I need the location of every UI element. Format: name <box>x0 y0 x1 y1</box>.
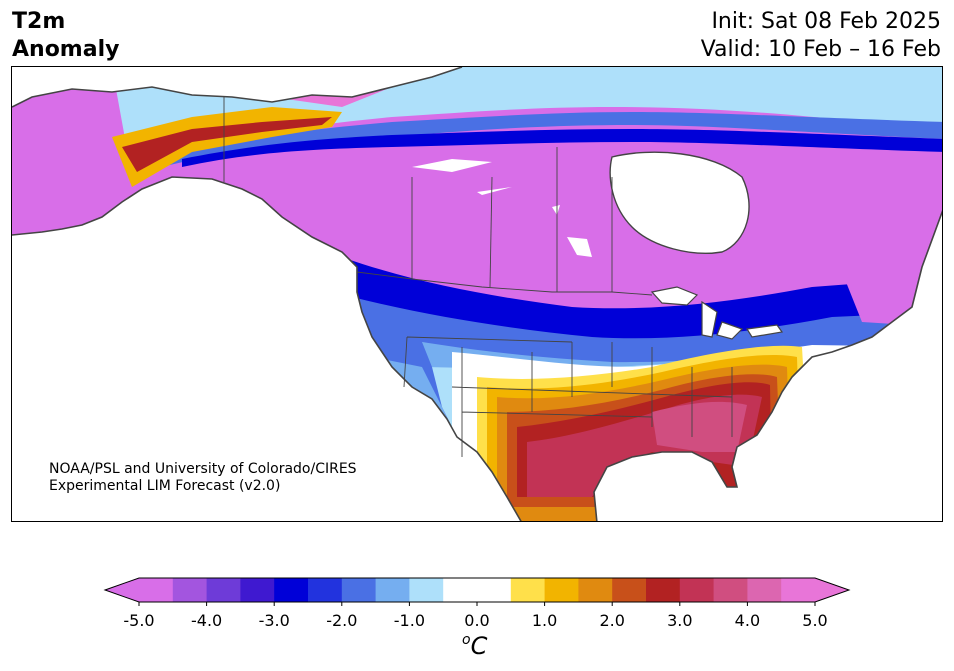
hudson-bay <box>609 151 750 254</box>
colorbar: -5.0 -4.0 -3.0 -2.0 -1.0 0.0 1.0 2.0 3.0 4.0 5.0 <box>103 577 851 630</box>
credit-line-1: NOAA/PSL and University of Colorado/CIRE… <box>49 461 357 477</box>
credit-line-2: Experimental LIM Forecast (v2.0) <box>49 478 281 494</box>
colorbar-over-arrow <box>815 578 849 602</box>
colorbar-segment <box>341 578 377 602</box>
colorbar-segment <box>544 578 579 602</box>
unit-prefix: o <box>462 632 471 648</box>
colorbar-segments <box>139 578 816 602</box>
political-borders <box>223 97 733 457</box>
colorbar-segment <box>747 578 782 602</box>
colorbar-tick-label: 0.0 <box>464 611 489 630</box>
valid-range: Valid: 10 Feb – 16 Feb <box>700 37 941 62</box>
colorbar-tick-label: 4.0 <box>735 611 760 630</box>
colorbar-segment <box>240 578 275 602</box>
band-cool-north <box>162 112 942 167</box>
colorbar-unit: oC <box>462 632 487 660</box>
great-lakes <box>650 286 784 340</box>
colorbar-segment <box>713 578 748 602</box>
band-warm7 <box>652 401 747 452</box>
colorbar-tick-label: 3.0 <box>667 611 692 630</box>
title-variable-line2: Anomaly <box>12 37 120 62</box>
colorbar-tick-label: -4.0 <box>191 611 222 630</box>
colorbar-under-arrow <box>105 578 139 602</box>
colorbar-segment <box>781 578 816 602</box>
colorbar-segment <box>646 578 681 602</box>
colorbar-tick-label: -5.0 <box>123 611 154 630</box>
colorbar-tick-label: -3.0 <box>259 611 290 630</box>
colorbar-segment <box>308 578 343 602</box>
title-variable: T2m <box>12 9 66 34</box>
colorbar-ticks: -5.0 -4.0 -3.0 -2.0 -1.0 0.0 1.0 2.0 3.0 4.0 5.0 <box>123 602 828 630</box>
colorbar-segment <box>477 578 512 602</box>
colorbar-segment <box>679 578 715 602</box>
coastline <box>12 67 942 521</box>
colorbar-tick-label: 2.0 <box>599 611 624 630</box>
colorbar-segment <box>612 578 647 602</box>
colorbar-segment <box>510 578 546 602</box>
colorbar-tick-label: 1.0 <box>532 611 557 630</box>
colorbar-segment <box>274 578 309 602</box>
unit-base: C <box>470 632 488 660</box>
init-date: Init: Sat 08 Feb 2025 <box>711 9 941 34</box>
colorbar-tick-label: -2.0 <box>326 611 357 630</box>
colorbar-tick-label: 5.0 <box>802 611 827 630</box>
colorbar-tick-label: -1.0 <box>394 611 425 630</box>
colorbar-segment <box>443 578 478 602</box>
alaska-warm-core <box>122 117 332 172</box>
colorbar-segment <box>578 578 613 602</box>
plot-title: T2m Anomaly <box>12 8 119 64</box>
map-canvas <box>12 67 942 521</box>
colorbar-segment <box>206 578 241 602</box>
band-cold-north <box>182 129 942 167</box>
plot-dates: Init: Sat 08 Feb 2025 Valid: 10 Feb – 16… <box>701 8 941 64</box>
canada-lakes <box>412 159 592 257</box>
colorbar-segment <box>409 578 444 602</box>
anomaly-map <box>11 66 943 522</box>
credit-text: NOAA/PSL and University of Colorado/CIRE… <box>49 461 357 495</box>
colorbar-segment <box>375 578 410 602</box>
colorbar-segment <box>139 578 174 602</box>
colorbar-segment <box>172 578 208 602</box>
